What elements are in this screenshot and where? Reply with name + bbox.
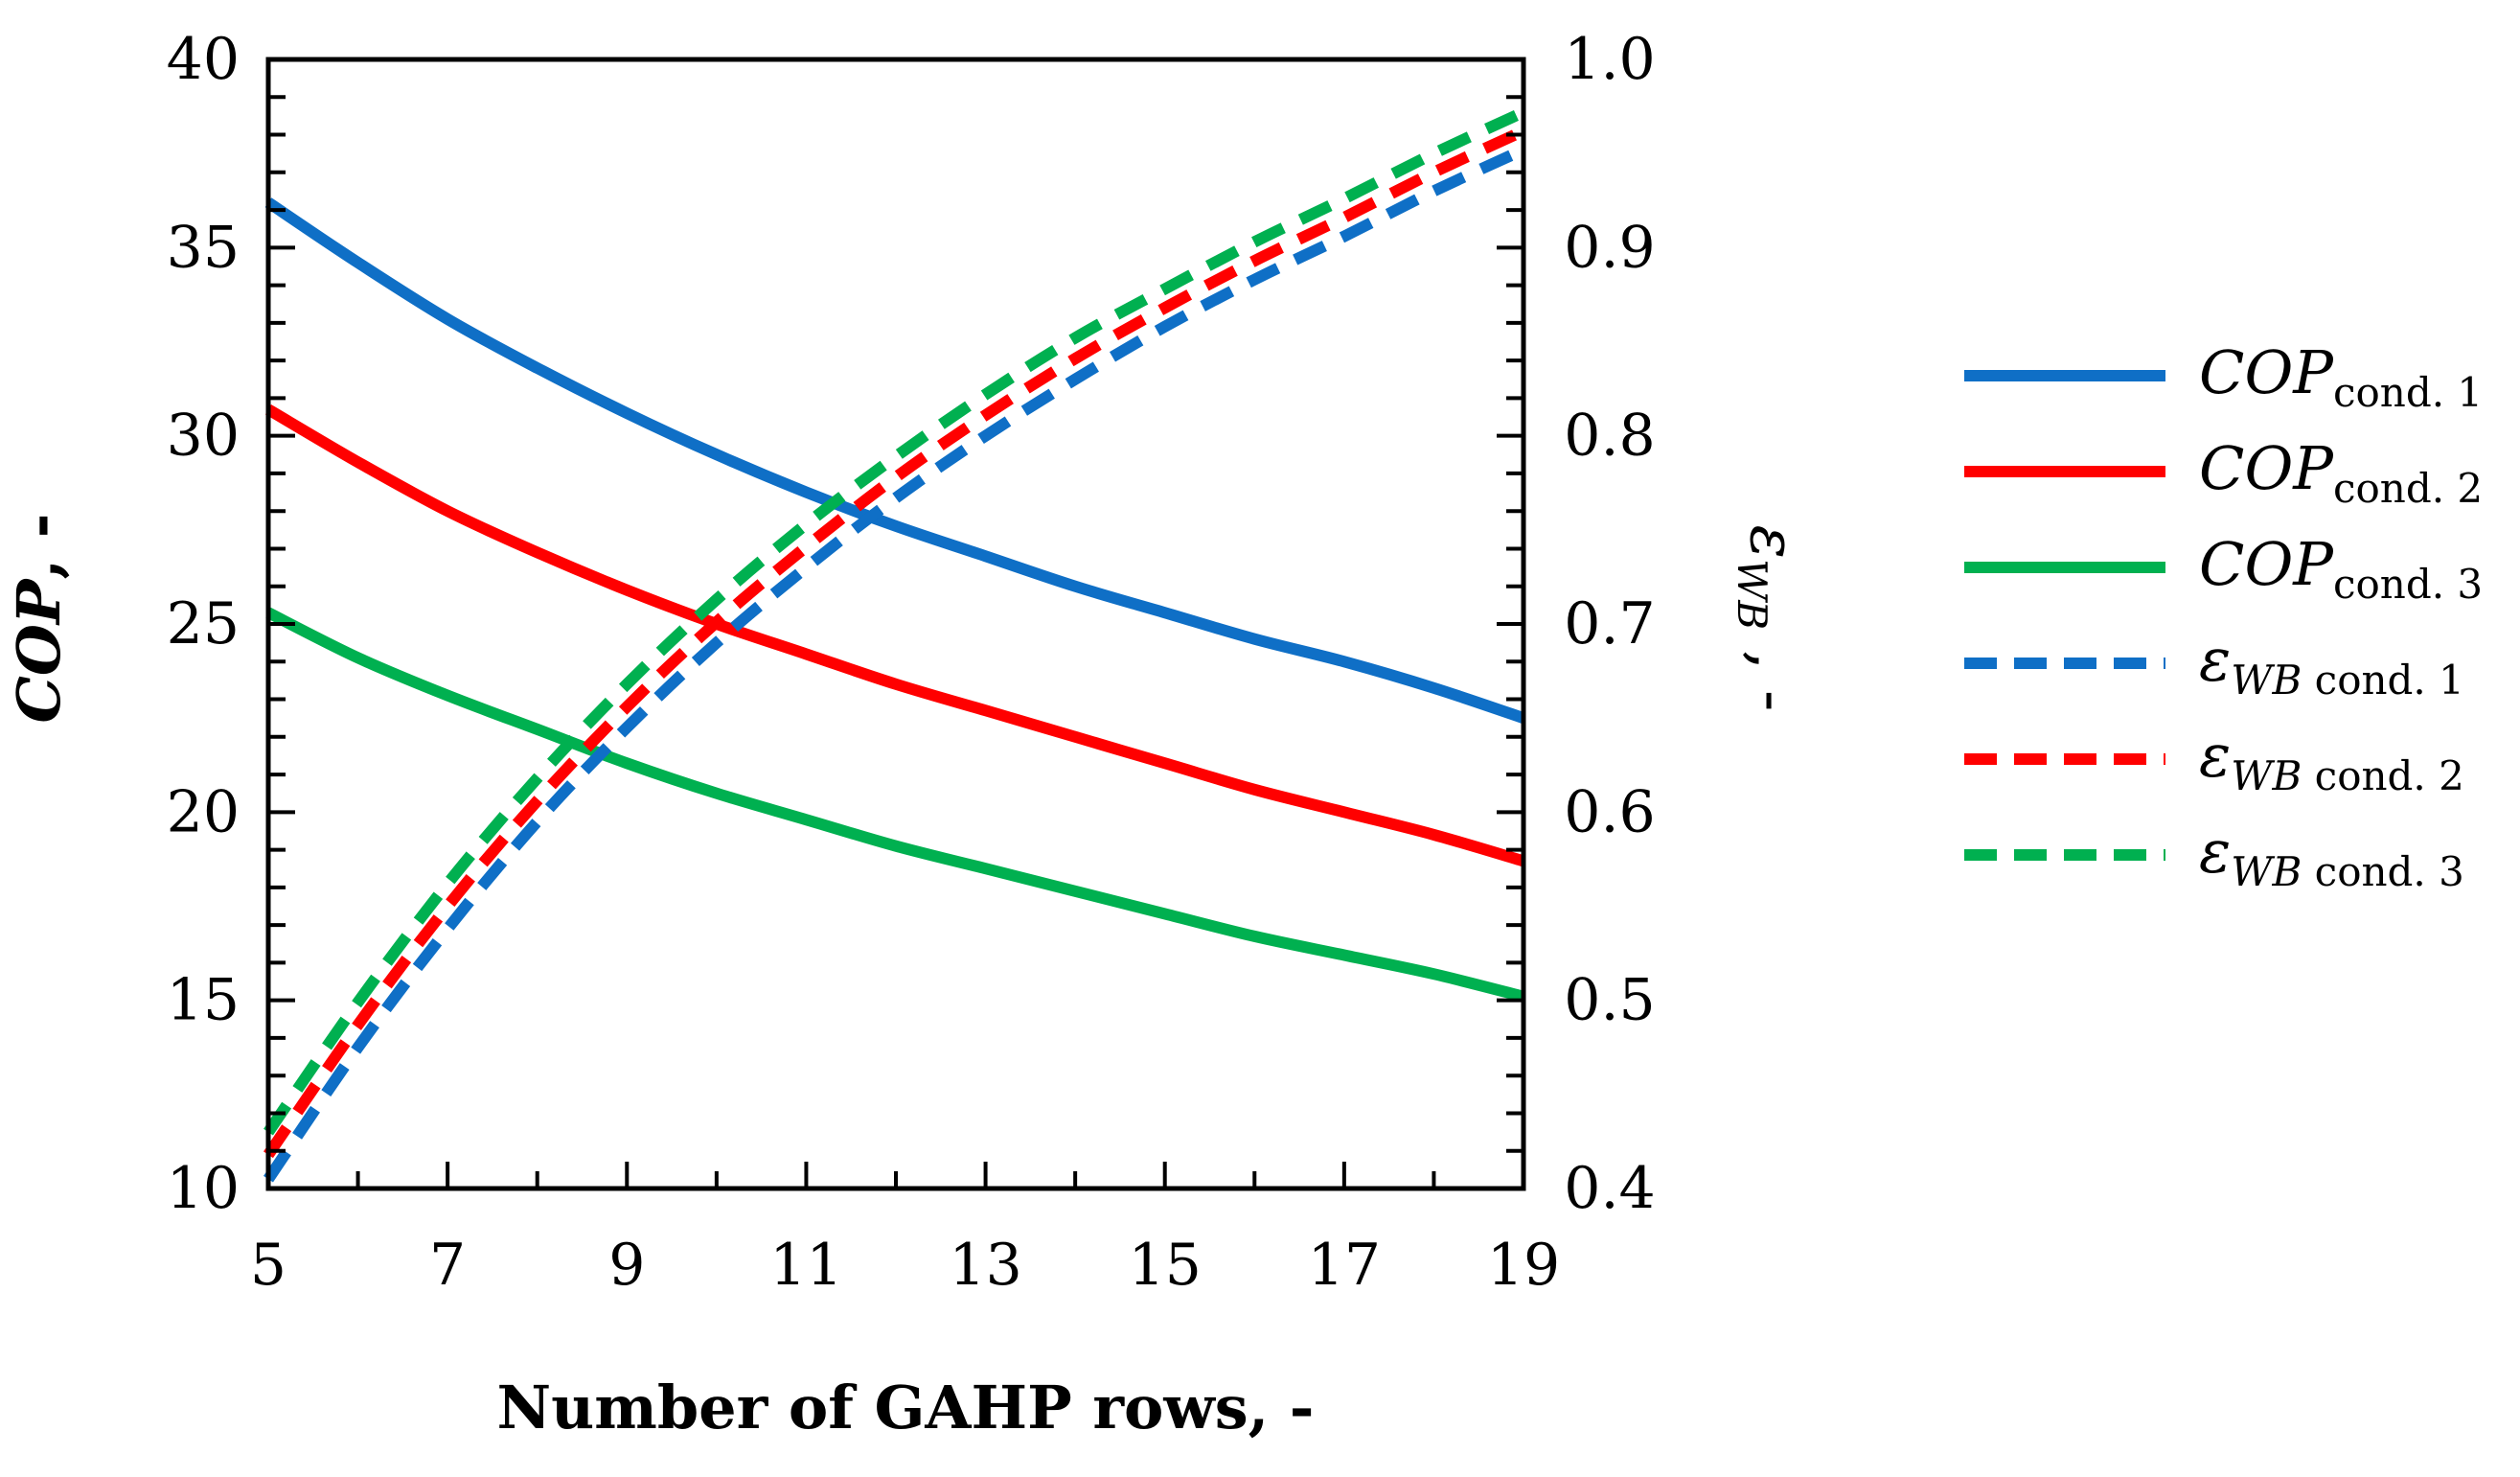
legend-label-5: εWB cond. 2 [2199,721,2464,799]
legend-label-main: COP [2199,529,2334,599]
y-left-tick-label: 25 [167,590,240,658]
legend-label-main: COP [2199,433,2334,503]
legend-label-sub: cond. 1 [2333,369,2483,416]
y-left-tick-label: 15 [167,967,240,1034]
y-right-tick-label: 0.7 [1564,590,1655,658]
legend-label-sub: cond. 2 [2333,465,2483,512]
y-left-tick-label: 40 [167,26,240,93]
y-right-axis-title: εWB , - [1729,525,1810,712]
ticks-layer: 5 7 9 11 13 15 17 19 10 15 20 25 30 35 40 0.4 0.5 0.6 0.7 0… [167,26,1656,1299]
x-axis-title: Number of GAHP rows, - [496,1373,1314,1442]
legend-label-4: εWB cond. 1 [2199,625,2464,704]
legend-label-main: COP [2199,337,2334,407]
y-right-tick-label: 0.8 [1564,403,1655,470]
series-layer [263,106,1526,1183]
legend-label-cond: cond. 3 [2302,848,2464,895]
y-right-tick-label: 0.4 [1564,1155,1655,1222]
x-tick-label: 13 [949,1232,1021,1299]
x-tick-label: 11 [769,1232,842,1299]
legend-label-sub: WB [2231,752,2302,799]
legend-label-cond: cond. 2 [2302,752,2464,799]
y-left-title-suffix: , - [4,514,74,580]
series-line-2 [264,404,1525,867]
legend-label-sub: WB [2231,848,2302,895]
series-line-3 [265,607,1525,1003]
x-tick-label: 5 [250,1232,286,1299]
series-line-5 [263,126,1526,1159]
y-right-title-sub: WB [1729,559,1775,630]
legend-label-sub: WB [2231,657,2302,704]
legend-label-main: ε [2199,721,2231,791]
y-right-tick-label: 0.6 [1564,778,1655,845]
legend-label-3: COPcond. 3 [2199,529,2483,608]
plot-frame [265,57,1526,1191]
y-left-title-main: COP [4,577,74,723]
x-tick-label: 19 [1487,1232,1560,1299]
legend-label-sub: cond. 3 [2333,561,2483,608]
legend-label-cond: cond. 1 [2302,657,2464,704]
y-right-title-suffix: , - [1736,630,1810,711]
x-tick-label: 17 [1308,1232,1381,1299]
y-right-tick-label: 0.9 [1564,214,1655,281]
y-left-tick-label: 10 [167,1155,240,1222]
axis-layer [265,57,1526,1191]
y-left-axis-title: COP, - [4,514,74,724]
y-left-tick-label: 30 [167,403,240,470]
series-line-4 [263,144,1526,1183]
series-line-6 [263,106,1526,1136]
y-left-tick-label: 20 [167,778,240,845]
x-tick-label: 7 [429,1232,466,1299]
y-right-title-main: ε [1736,525,1810,559]
legend-label-1: COPcond. 1 [2199,337,2483,416]
y-left-tick-label: 35 [167,214,240,281]
legend-label-main: ε [2199,625,2231,695]
legend-label-2: COPcond. 2 [2199,433,2483,512]
x-tick-label: 9 [608,1232,645,1299]
y-right-tick-label: 0.5 [1564,967,1655,1034]
y-right-tick-label: 1.0 [1564,26,1655,93]
x-tick-label: 15 [1129,1232,1202,1299]
legend-label-main: ε [2199,817,2231,887]
series-line-1 [264,197,1525,724]
legend-label-6: εWB cond. 3 [2199,817,2464,895]
